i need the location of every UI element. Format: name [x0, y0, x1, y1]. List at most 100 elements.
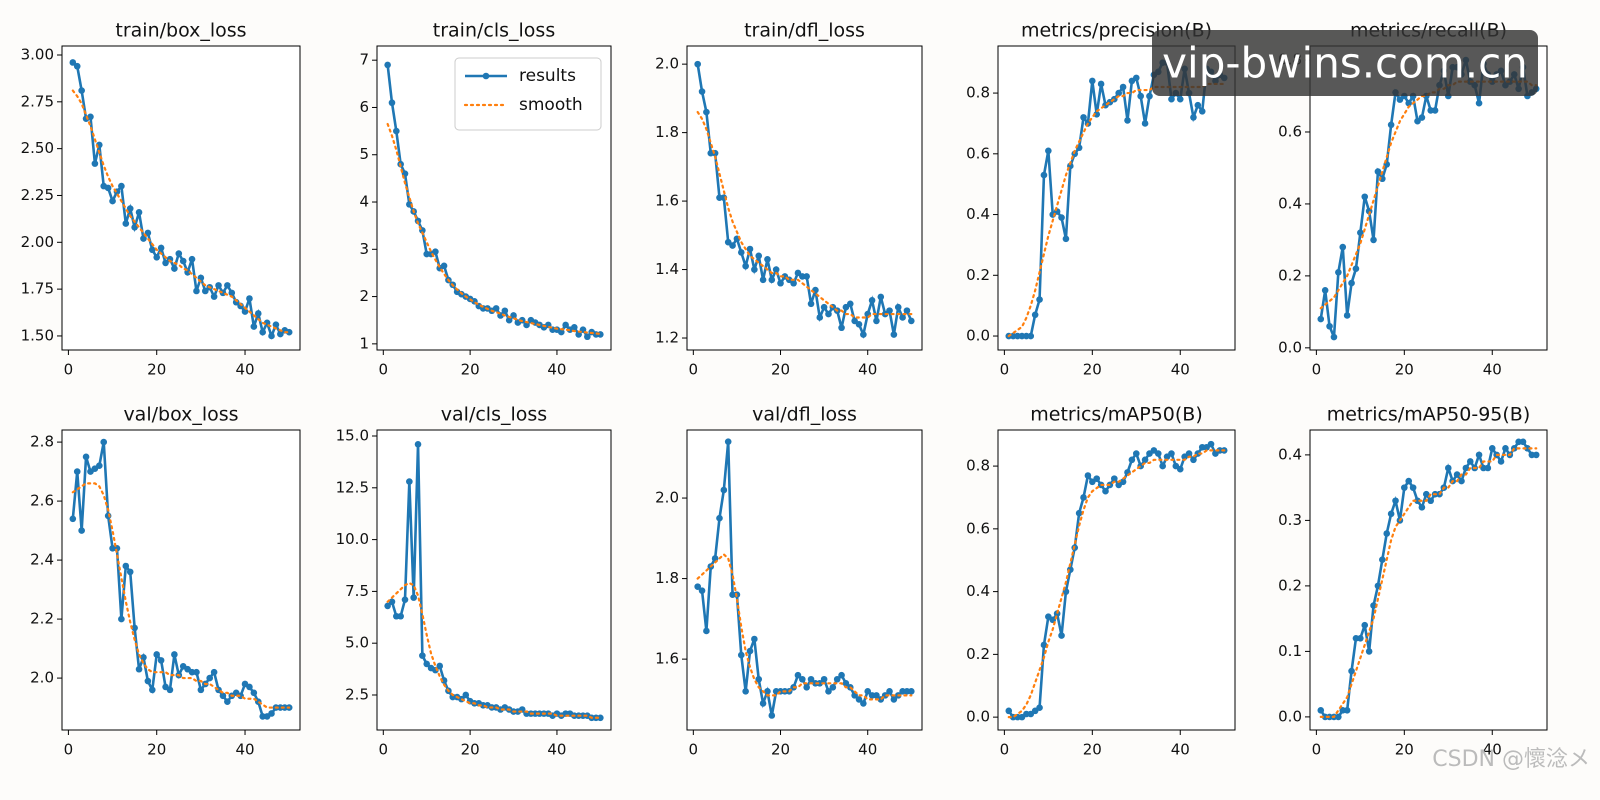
point — [803, 684, 810, 691]
point — [820, 675, 828, 683]
x-tick-label: 20 — [461, 361, 480, 379]
point — [419, 652, 426, 659]
axes-frame — [61, 429, 301, 731]
point — [171, 651, 178, 658]
point — [219, 692, 227, 700]
point — [1475, 99, 1483, 107]
point — [1414, 117, 1421, 125]
x-tick-label: 40 — [547, 741, 566, 759]
point — [122, 562, 130, 570]
point — [153, 253, 161, 261]
point — [1317, 707, 1325, 714]
y-tick-label: 3 — [359, 240, 369, 258]
point — [406, 478, 413, 485]
y-tick-label: 0.6 — [1278, 122, 1302, 140]
y-tick-label: 5.0 — [345, 634, 369, 652]
point — [1075, 509, 1083, 517]
y-tick-label: 0.8 — [966, 84, 990, 102]
point — [759, 276, 767, 284]
y-tick-label: 2.50 — [21, 139, 54, 157]
point — [126, 568, 134, 576]
point — [224, 282, 231, 289]
point — [1348, 279, 1355, 287]
point — [894, 303, 902, 311]
point — [1431, 107, 1439, 114]
point — [1058, 214, 1065, 221]
y-tick-label: 2.0 — [655, 55, 679, 73]
y-tick-label: 0.6 — [966, 144, 990, 162]
chart-title: val/box_loss — [123, 404, 238, 426]
x-tick-label: 0 — [379, 741, 389, 759]
x-tick-label: 20 — [147, 361, 166, 379]
point — [157, 657, 165, 664]
y-tick-label: 0.0 — [1278, 707, 1302, 725]
point — [135, 209, 143, 216]
y-tick-label: 2.5 — [345, 685, 369, 703]
point — [1361, 193, 1369, 201]
point — [148, 246, 156, 254]
y-tick-label: 0.2 — [1278, 576, 1302, 594]
point — [193, 668, 200, 676]
chart-title: metrics/mAP50(B) — [1030, 404, 1202, 426]
y-tick-label: 1.8 — [655, 123, 679, 141]
point — [1387, 121, 1395, 129]
point — [78, 87, 85, 94]
point — [1392, 497, 1399, 505]
plot: 2.0 2.2 2.4 2.6 2.8 0 20 40 val/box_loss — [30, 404, 301, 759]
point — [799, 675, 806, 683]
y-tick-label: 2.0 — [655, 489, 679, 507]
x-tick-label: 20 — [147, 741, 166, 759]
point — [755, 675, 763, 683]
y-tick-label: 0.4 — [1278, 445, 1302, 463]
point — [175, 250, 183, 257]
y-tick-label: 7.5 — [345, 582, 369, 600]
point — [716, 514, 723, 522]
series-line — [386, 122, 602, 336]
point — [755, 252, 763, 260]
point — [1080, 494, 1087, 501]
point — [886, 307, 893, 314]
point — [1348, 667, 1355, 675]
axes-frame — [376, 429, 612, 731]
point — [1321, 286, 1329, 294]
point — [1194, 101, 1202, 109]
point — [1045, 147, 1052, 155]
y-tick-label: 1.50 — [21, 326, 54, 344]
point — [393, 127, 400, 135]
point — [1484, 464, 1492, 472]
point — [440, 677, 448, 684]
point — [1335, 268, 1342, 276]
point — [69, 515, 77, 523]
series-line — [1319, 447, 1538, 718]
point — [1190, 456, 1197, 464]
y-tick-label: 1.6 — [655, 650, 679, 668]
x-tick-label: 40 — [1483, 361, 1502, 379]
x-tick-label: 0 — [1312, 361, 1322, 379]
point — [873, 692, 880, 699]
point — [140, 235, 147, 242]
point — [1374, 168, 1382, 175]
y-tick-label: 0.8 — [966, 457, 990, 475]
point — [268, 332, 275, 340]
point — [1093, 475, 1101, 482]
legend-marker — [482, 72, 490, 80]
point — [1111, 475, 1118, 482]
x-tick-label: 40 — [1171, 361, 1190, 379]
plot: 0.0 0.1 0.2 0.3 0.4 0 20 40 metrics/mAP50-95(B) — [1278, 404, 1548, 759]
y-tick-label: 0.0 — [966, 708, 990, 726]
point — [1058, 632, 1065, 639]
point — [388, 99, 396, 107]
x-tick-label: 0 — [1000, 361, 1010, 379]
point — [1418, 114, 1426, 121]
point — [1357, 229, 1364, 237]
axes-frame — [376, 45, 612, 351]
point — [436, 662, 444, 670]
point — [724, 438, 732, 445]
point — [1401, 484, 1408, 491]
x-tick-label: 40 — [547, 361, 566, 379]
point — [384, 61, 391, 69]
point — [1462, 464, 1470, 472]
point — [144, 677, 152, 685]
point — [1036, 704, 1043, 712]
